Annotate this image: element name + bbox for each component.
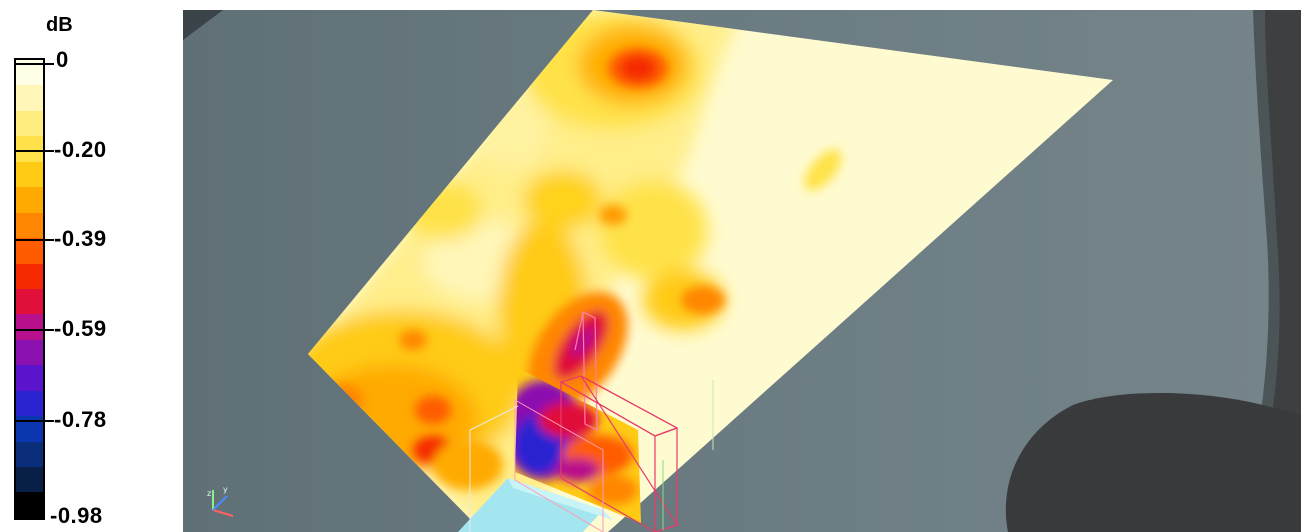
legend-unit-label: dB [46, 14, 73, 36]
legend-tick-line [14, 63, 54, 65]
legend-color-band [16, 492, 43, 518]
legend-color-band [16, 467, 43, 493]
legend-color-band [16, 212, 43, 239]
legend-tick-line [14, 420, 54, 422]
legend-color-band [16, 288, 43, 315]
contour-plane [308, 10, 1113, 532]
legend-color-band [16, 161, 43, 188]
legend-color-band [16, 365, 43, 391]
legend-color-band [16, 441, 43, 467]
legend-tick-line [14, 239, 54, 241]
legend-color-bar [14, 58, 45, 520]
legend-color-band [16, 85, 43, 111]
color-legend: dB 0 -0.20 -0.39 -0.59 -0.78 -0.98 [0, 0, 180, 532]
wireframe-boxes [469, 311, 714, 532]
legend-color-band [16, 314, 43, 340]
legend-color-band [16, 263, 43, 289]
legend-tick-label: 0 [56, 47, 69, 72]
legend-tick-label: -0.98 [50, 503, 103, 528]
3d-viewport[interactable]: y z [183, 10, 1301, 532]
legend-color-band [16, 339, 43, 366]
legend-color-band [16, 238, 43, 264]
legend-color-band [16, 187, 43, 213]
3d-scene[interactable]: y z [183, 10, 1301, 532]
legend-tick-label: -0.39 [54, 226, 107, 251]
svg-text:y: y [223, 485, 228, 494]
fixture-base [458, 478, 603, 532]
fixture-base-edge [508, 478, 613, 520]
legend-tick-label: -0.59 [54, 316, 107, 341]
legend-color-band [16, 110, 43, 137]
xyz-axes-icon: y z [207, 485, 234, 517]
legend-tick-line [14, 150, 54, 152]
svg-text:z: z [207, 489, 211, 498]
legend-color-band [16, 136, 43, 162]
legend-tick-label: -0.78 [54, 407, 107, 432]
legend-tick-label: -0.20 [54, 137, 107, 162]
legend-tick-line [14, 329, 54, 331]
legend-color-band [16, 390, 43, 417]
